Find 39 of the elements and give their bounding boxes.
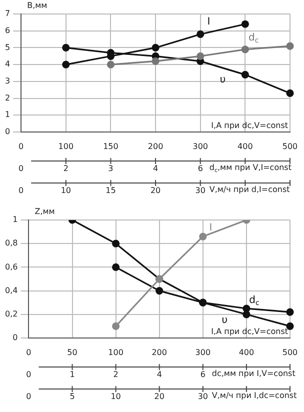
y-tick-label: 0 (12, 333, 18, 342)
category-label: 200 4 20 (152, 348, 167, 402)
x-tick-label: 400 (238, 348, 254, 358)
text: dc,мм при I,V=const (212, 369, 296, 378)
y-tick-label: 7 (4, 9, 10, 18)
y-tick-label: 0,4 (4, 286, 18, 295)
series-label: υ (220, 74, 226, 86)
category-label: 0 0 0 (18, 142, 24, 196)
text: V,м/ч при I,dc=const (212, 391, 297, 400)
y-tick-label: 0 (4, 127, 10, 136)
series-label: I (207, 16, 210, 28)
category-label: 300 6 30 (195, 348, 211, 402)
y-tick-label: 0,2 (4, 309, 18, 318)
x-axis-title: I,A при dc,V=const (211, 121, 288, 130)
category-label: 300 6 30 (192, 142, 208, 196)
x-tick-label: 400 (238, 142, 253, 152)
series-label: υ (222, 315, 228, 326)
category-label: 50 1 5 (67, 348, 78, 402)
y-tick-label: 4 (4, 60, 10, 69)
category-label: 150 3 15 (103, 142, 118, 196)
category-label: 100 2 10 (58, 142, 74, 196)
y-tick-label: 1 (12, 215, 18, 224)
y-axis-title: B,мм (27, 1, 48, 10)
x-tick-label: 500 (282, 348, 298, 358)
y-tick-label: 2 (4, 93, 10, 102)
category-label: 100 2 10 (108, 348, 124, 402)
x-axis-title: I,A при dc,V=const (211, 327, 288, 336)
category-label: 0 0 0 (26, 348, 32, 402)
series-label: I (209, 222, 212, 234)
y-tick-label: 5 (4, 42, 10, 52)
y-axis-title: Z,мм (34, 207, 55, 216)
y-tick-label: 3 (4, 76, 10, 86)
y-tick-label: 1 (4, 110, 10, 120)
x-tick-label: 500 (282, 142, 298, 152)
y-tick-label: 6 (4, 26, 10, 35)
y-tick-label: 0,8 (4, 238, 18, 248)
text: V,м/ч при d,I=const (209, 185, 290, 194)
y-tick-label: 0,6 (4, 262, 18, 272)
category-label: 200 4 20 (148, 142, 164, 196)
